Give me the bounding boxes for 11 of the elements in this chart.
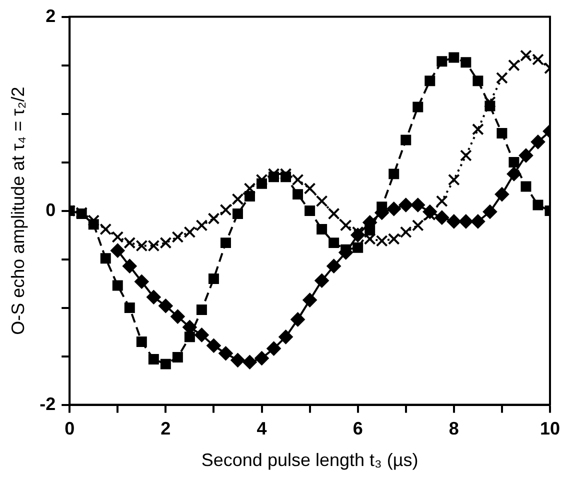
x-tick-label: 0 xyxy=(64,418,75,439)
y-axis-title: O-S echo amplitude at τ₄ = τ₂/2 xyxy=(8,86,28,335)
x-tick-label: 2 xyxy=(160,418,171,439)
x-tick-label: 10 xyxy=(540,418,560,439)
y-tick-label: -2 xyxy=(40,394,56,414)
y-tick-label: 2 xyxy=(46,6,56,26)
x-axis-title: Second pulse length t₃ (µs) xyxy=(201,450,418,470)
x-tick-label: 4 xyxy=(256,418,267,439)
x-tick-label: 8 xyxy=(448,418,459,439)
x-tick-label: 6 xyxy=(352,418,363,439)
y-tick-label: 0 xyxy=(46,200,56,220)
